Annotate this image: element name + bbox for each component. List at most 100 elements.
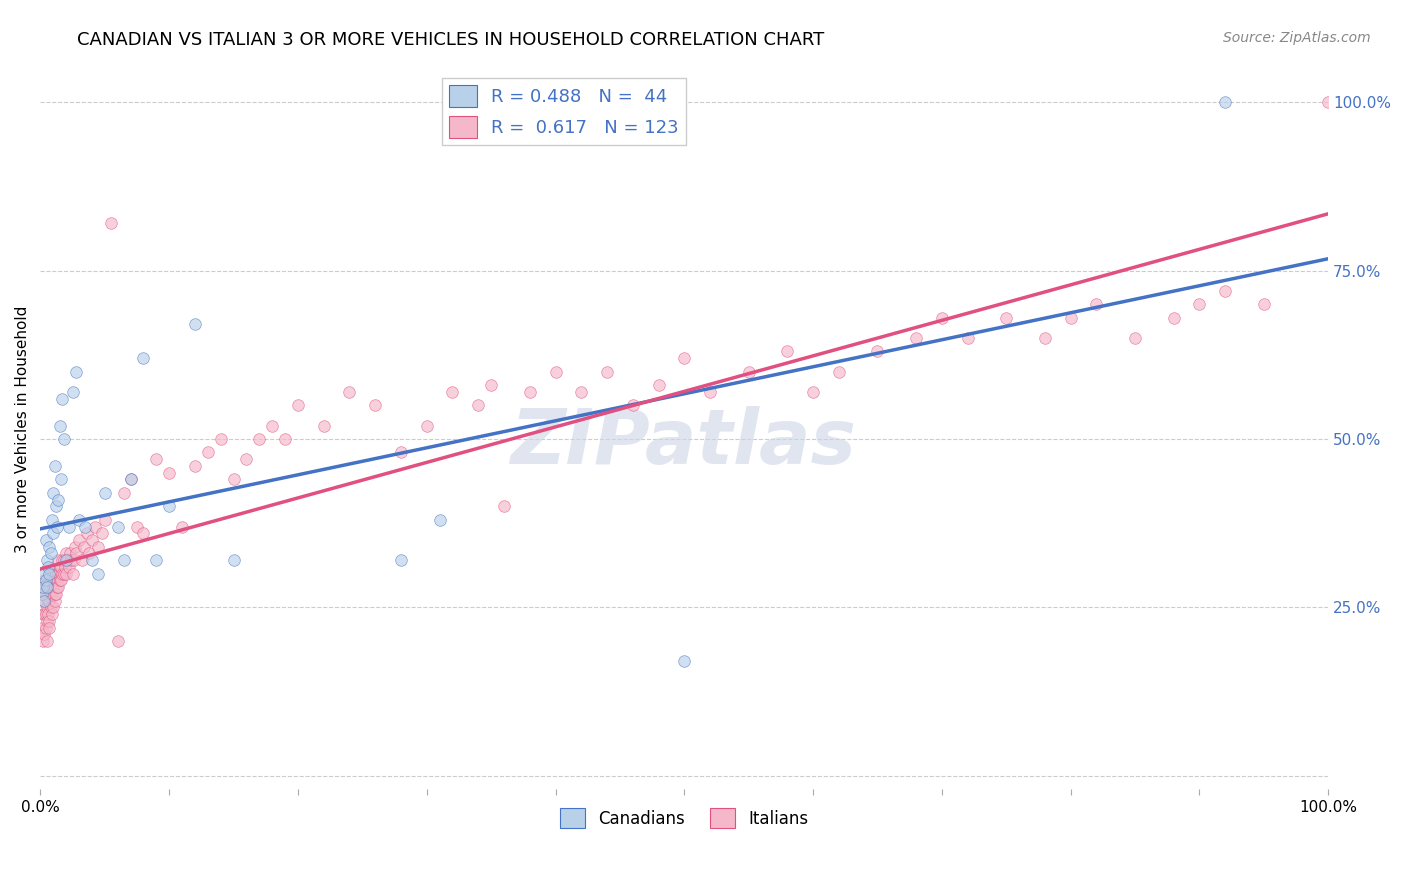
Point [52,566,75,581]
Point [995,310,1018,325]
Point [184,458,207,473]
Point [63,553,86,567]
Point [34,621,56,635]
Point [39,587,62,601]
Point [120,472,142,486]
Point [38,614,60,628]
Point [125,519,148,533]
Text: CANADIAN VS ITALIAN 3 OR MORE VEHICLES IN HOUSEHOLD CORRELATION CHART: CANADIAN VS ITALIAN 3 OR MORE VEHICLES I… [77,31,824,49]
Point [42,486,65,500]
Point [197,445,219,459]
Point [519,384,541,399]
Point [45,500,67,514]
Point [35,614,58,628]
Point [44,587,66,601]
Point [364,398,387,412]
Point [80,553,103,567]
Point [59,546,82,560]
Point [247,432,270,446]
Point [1188,297,1211,311]
Point [31,587,53,601]
Point [41,587,63,601]
Point [1033,331,1056,345]
Point [46,519,69,533]
Point [35,600,58,615]
Point [31,587,53,601]
Point [801,384,824,399]
Point [37,574,59,588]
Point [83,519,105,533]
Point [222,553,245,567]
Point [184,318,207,332]
Point [429,513,451,527]
Point [287,398,309,412]
Point [62,566,84,581]
Point [905,331,928,345]
Point [389,445,412,459]
Point [544,365,567,379]
Point [112,553,135,567]
Point [596,365,619,379]
Point [55,546,77,560]
Point [94,513,117,527]
Point [339,384,361,399]
Point [1317,95,1340,110]
Point [34,587,56,601]
Point [132,526,155,541]
Point [37,560,59,574]
Point [65,546,87,560]
Point [1213,284,1236,298]
Point [416,418,439,433]
Point [32,593,55,607]
Point [699,384,721,399]
Y-axis label: 3 or more Vehicles in Household: 3 or more Vehicles in Household [15,305,30,552]
Point [107,634,129,648]
Point [145,553,167,567]
Point [274,432,297,446]
Point [42,580,65,594]
Point [132,351,155,366]
Point [48,574,70,588]
Point [41,513,63,527]
Point [56,553,79,567]
Point [44,580,66,594]
Point [34,607,56,621]
Point [35,580,58,594]
Point [479,378,502,392]
Point [866,344,889,359]
Point [39,600,62,615]
Point [1059,310,1081,325]
Point [55,566,77,581]
Point [42,600,65,615]
Point [67,533,90,547]
Point [112,486,135,500]
Point [53,560,76,574]
Point [1163,310,1185,325]
Point [48,580,70,594]
Point [63,540,86,554]
Point [170,519,193,533]
Point [1123,331,1146,345]
Point [45,574,67,588]
Point [48,492,70,507]
Point [569,384,592,399]
Point [32,593,55,607]
Point [32,634,55,648]
Point [80,533,103,547]
Point [35,634,58,648]
Point [673,351,696,366]
Point [62,384,84,399]
Point [262,418,284,433]
Point [1085,297,1108,311]
Point [38,580,60,594]
Point [44,458,66,473]
Point [956,331,979,345]
Point [32,580,55,594]
Point [34,574,56,588]
Text: ZIPatlas: ZIPatlas [512,406,858,480]
Point [51,566,73,581]
Point [49,574,72,588]
Point [67,513,90,527]
Point [828,365,851,379]
Point [647,378,669,392]
